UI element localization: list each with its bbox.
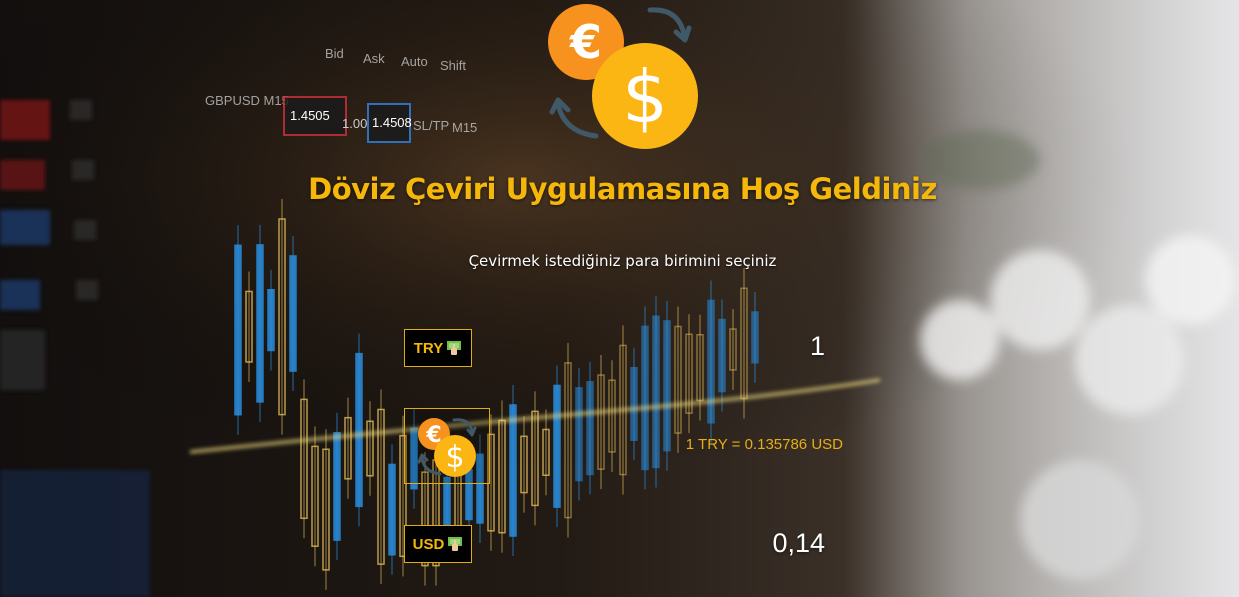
candlestick-series — [234, 198, 759, 590]
candle-body — [289, 255, 297, 372]
candle-body — [322, 448, 330, 571]
candle-body — [586, 381, 594, 476]
candle-body — [245, 290, 253, 363]
candle-body — [542, 428, 550, 476]
candle-body — [707, 299, 715, 424]
currency-exchange-icon: € $ — [538, 0, 708, 150]
ticker-label: Ask — [363, 51, 385, 66]
candle-body — [311, 445, 319, 547]
candle-body — [278, 218, 286, 416]
candle-body — [509, 404, 517, 537]
candle-body — [608, 379, 616, 453]
candle-body — [333, 432, 341, 541]
candle-body — [641, 325, 649, 471]
candle-body — [674, 325, 682, 434]
ticker-ask-value: 1.4508 — [372, 115, 412, 130]
candle-body — [564, 362, 572, 519]
page-title: Döviz Çeviri Uygulamasına Hoş Geldiniz — [308, 172, 937, 206]
svg-text:€: € — [569, 15, 602, 69]
candle-body — [751, 311, 759, 364]
exchange-rate-text: 1 TRY = 0.135786 USD — [685, 436, 843, 453]
to-amount-output: 0,14 — [772, 528, 825, 558]
svg-text:€: € — [425, 423, 441, 448]
currency-exchange-icon: € $ — [417, 418, 477, 477]
to-currency-code: USD — [412, 535, 445, 553]
candle-body — [597, 374, 605, 470]
svg-text:$: $ — [622, 55, 668, 139]
ticker-label: Auto — [401, 54, 428, 69]
candle-body — [476, 453, 484, 524]
candle-body — [663, 320, 671, 452]
candle-body — [366, 420, 374, 477]
candle-body — [234, 244, 242, 416]
candle-body — [575, 387, 583, 482]
ticker-label: M15 — [452, 120, 477, 135]
candle-body — [388, 463, 396, 556]
page-subtitle: Çevirmek istediğiniz para birimini seçin… — [468, 252, 777, 270]
ticker-lot-value: 1.00 — [342, 116, 367, 131]
from-currency-button[interactable]: TRY — [404, 329, 472, 367]
candle-body — [685, 333, 693, 414]
candle-body — [487, 433, 495, 532]
to-currency-button[interactable]: USD — [404, 525, 472, 563]
ticker-label: Shift — [440, 58, 466, 73]
candle-body — [267, 288, 275, 352]
ticker-label: SL/TP — [413, 118, 449, 133]
ticker-label: GBPUSD M15 — [205, 93, 289, 108]
candle-body — [652, 315, 660, 469]
candle-body — [421, 471, 429, 567]
candle-body — [630, 366, 638, 441]
candle-body — [531, 410, 539, 507]
money-icon — [446, 340, 462, 356]
candle-body — [729, 328, 737, 371]
from-currency-code: TRY — [413, 339, 444, 357]
candle-body — [520, 435, 528, 494]
ticker-label: Bid — [325, 46, 344, 61]
candle-body — [553, 384, 561, 508]
swap-currency-button[interactable]: € $ — [404, 408, 490, 484]
candle-body — [377, 408, 385, 565]
candle-body — [718, 318, 726, 393]
candle-body — [300, 398, 308, 520]
candle-body — [344, 416, 352, 480]
svg-text:$: $ — [445, 440, 464, 475]
candle-body — [355, 352, 363, 508]
money-icon — [447, 536, 463, 552]
candle-body — [399, 434, 407, 558]
candle-body — [256, 244, 264, 403]
candle-body — [696, 333, 704, 402]
ticker-bid-value: 1.4505 — [290, 108, 330, 123]
from-amount-input[interactable]: 1 — [809, 331, 825, 361]
